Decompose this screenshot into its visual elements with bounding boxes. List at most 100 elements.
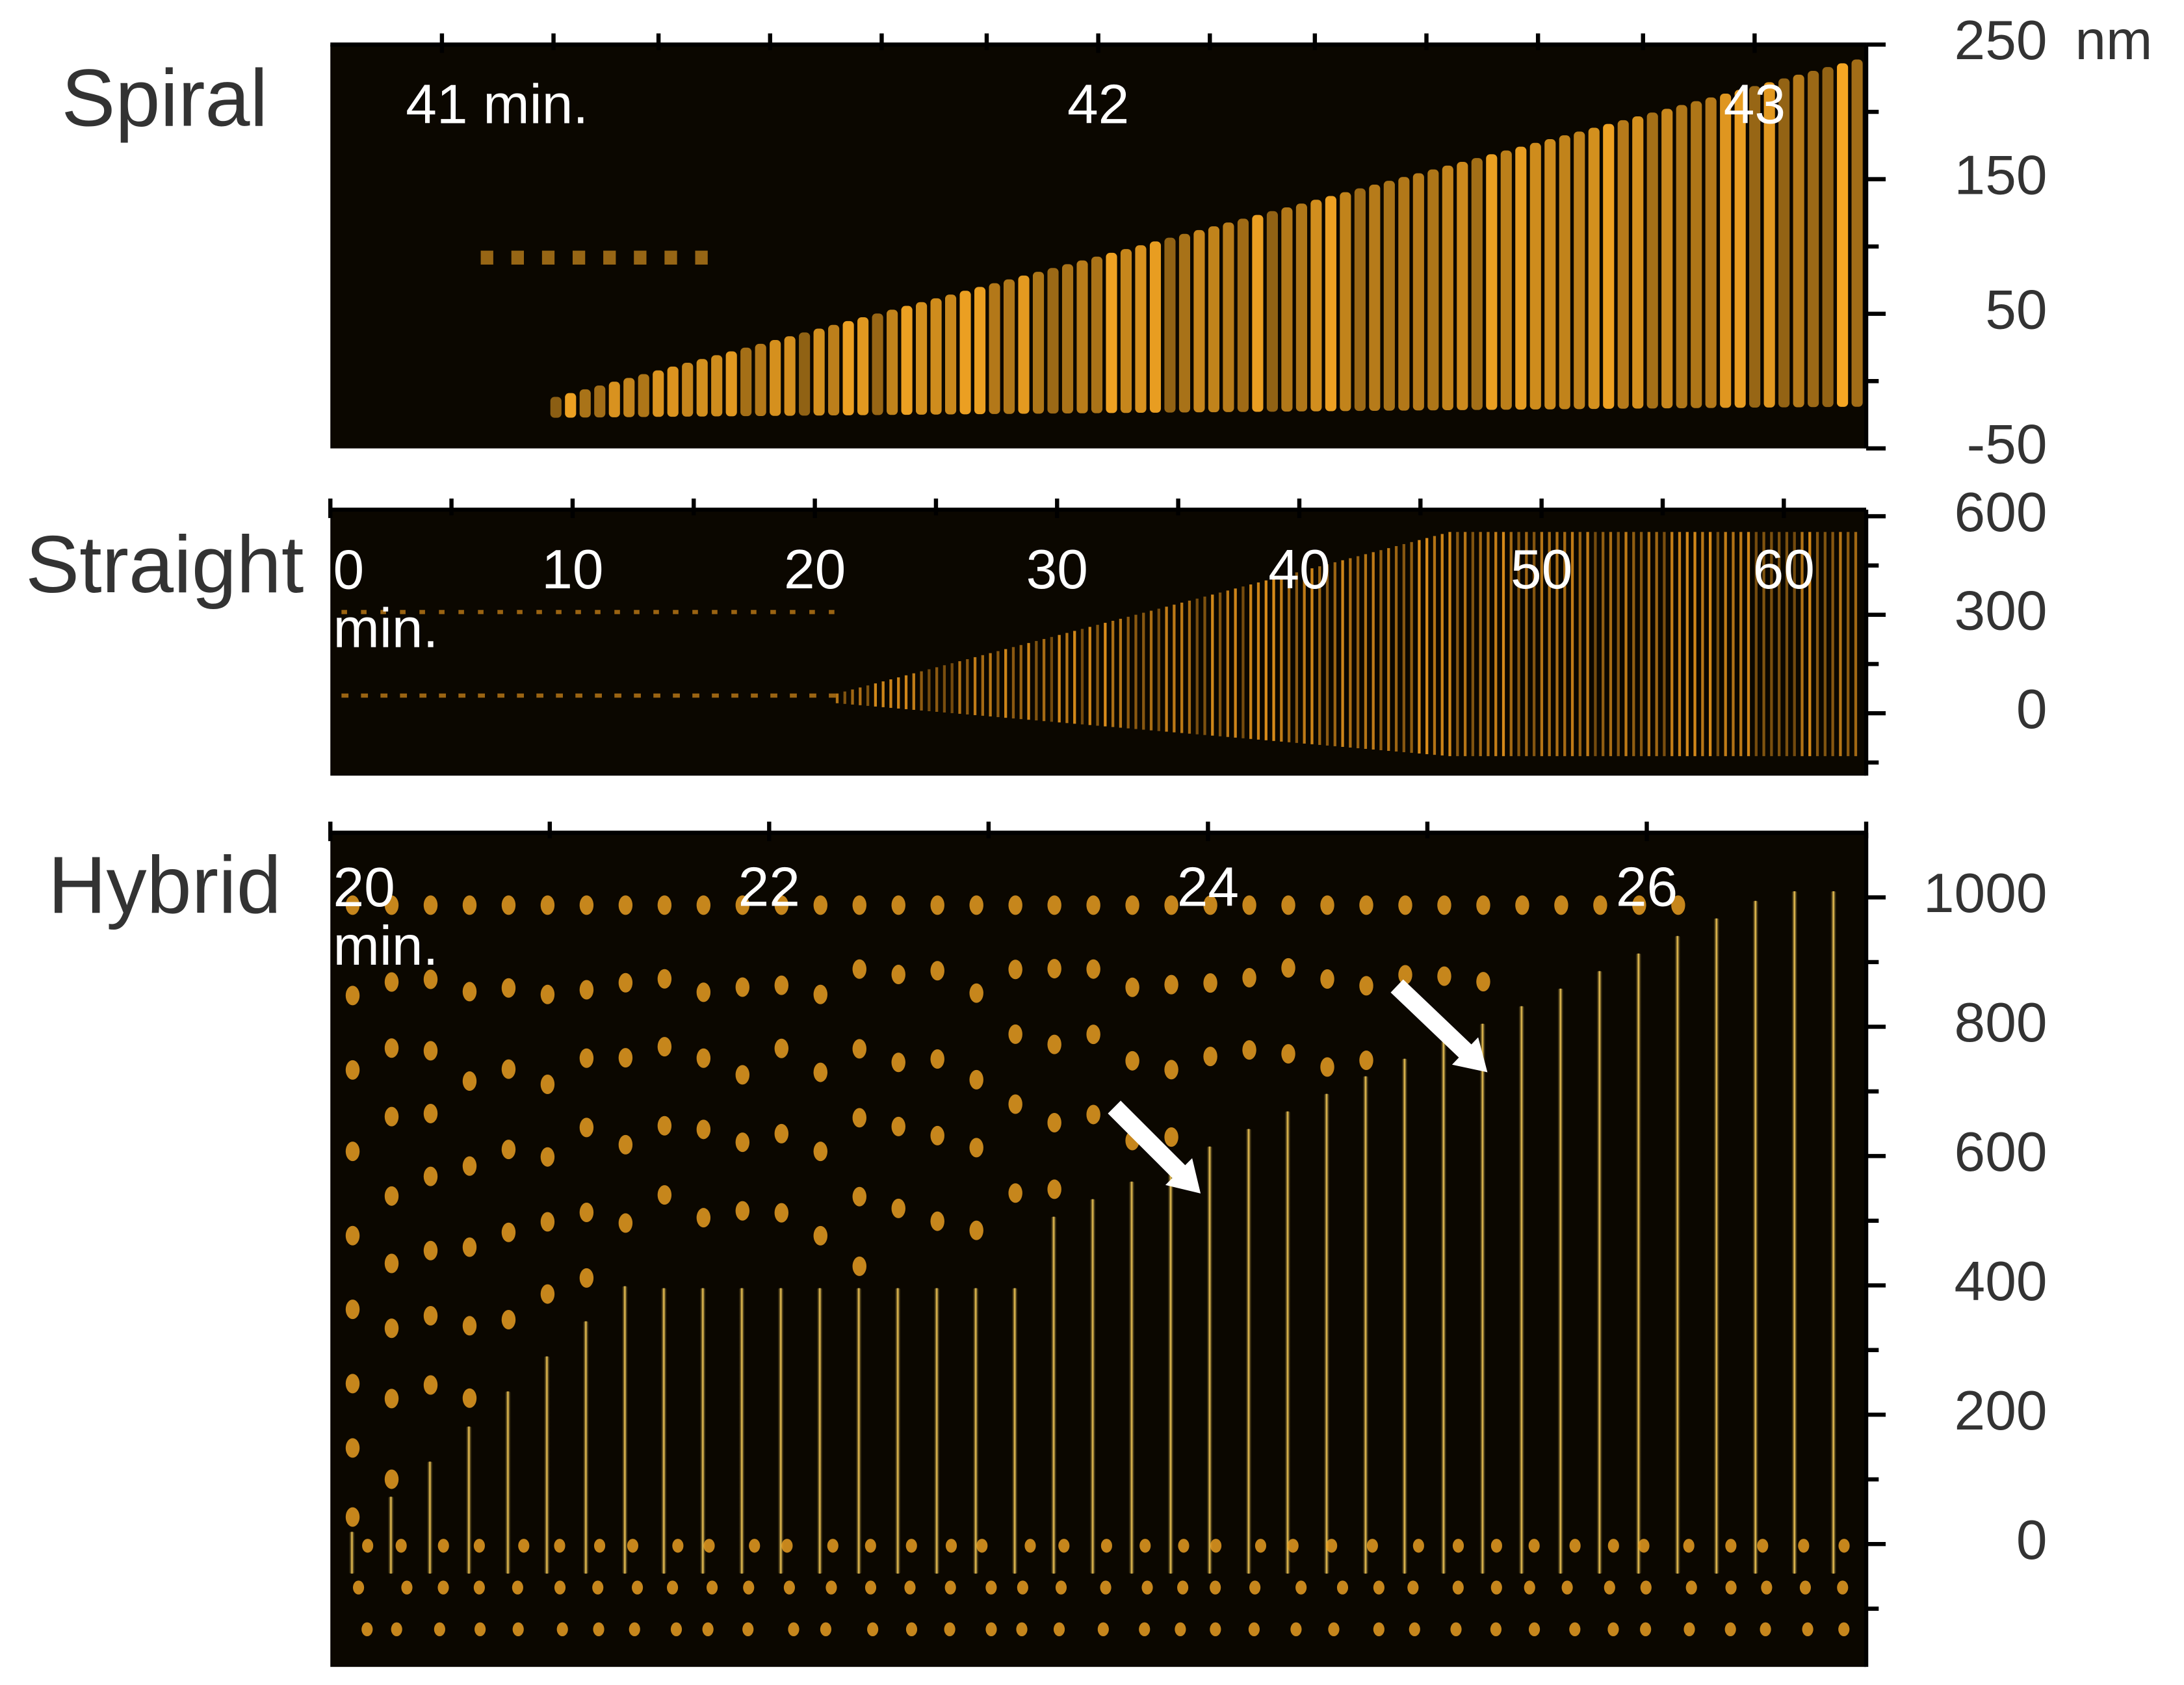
texture (1004, 649, 1008, 718)
texture (629, 1622, 640, 1637)
texture (673, 610, 679, 614)
texture (501, 1140, 516, 1160)
texture (930, 298, 942, 415)
texture (1457, 161, 1468, 410)
texture (1379, 550, 1383, 751)
texture (1734, 90, 1746, 408)
texture (781, 1539, 793, 1553)
texture (1018, 275, 1030, 414)
texture (1086, 1025, 1100, 1045)
texture (473, 1539, 485, 1553)
texture (1528, 1622, 1540, 1637)
texture (345, 1142, 360, 1162)
texture (743, 1580, 755, 1595)
texture (1372, 552, 1375, 750)
texture (790, 610, 796, 614)
texture (1281, 895, 1295, 915)
texture (634, 250, 647, 265)
texture (696, 1119, 711, 1140)
texture (1362, 1076, 1370, 1574)
texture (813, 1062, 827, 1082)
x-tick-label: 0 min. (333, 538, 439, 659)
texture (891, 1116, 905, 1136)
texture (1142, 612, 1145, 730)
texture (889, 679, 892, 708)
texture (1683, 1539, 1695, 1553)
texture (395, 1539, 407, 1553)
texture (437, 1580, 449, 1595)
texture (881, 681, 885, 707)
texture (1770, 532, 1773, 757)
texture (384, 1389, 399, 1409)
texture (813, 328, 825, 416)
texture (1326, 1539, 1338, 1553)
texture (437, 1539, 449, 1553)
y-tick-label: 1000 (1923, 862, 2048, 924)
texture (1167, 1164, 1175, 1574)
texture (935, 667, 939, 712)
texture (835, 693, 839, 703)
texture (1272, 578, 1275, 741)
texture (969, 895, 983, 915)
texture (1011, 1288, 1019, 1574)
texture (1080, 629, 1084, 725)
texture (725, 351, 737, 417)
texture (712, 610, 718, 614)
texture (536, 693, 543, 698)
texture (361, 693, 369, 698)
texture (904, 675, 908, 709)
texture (1815, 532, 1819, 757)
texture (384, 972, 399, 992)
texture (930, 1211, 944, 1231)
texture (1437, 895, 1451, 915)
texture (634, 693, 641, 698)
texture (1019, 645, 1022, 720)
texture (660, 1288, 668, 1574)
texture (682, 363, 694, 417)
texture (828, 324, 840, 416)
texture (1490, 1580, 1502, 1595)
texture (1359, 976, 1373, 996)
texture (1242, 1040, 1256, 1060)
texture (1808, 71, 1819, 408)
texture (1008, 960, 1022, 980)
texture (703, 1539, 715, 1553)
texture (361, 1622, 373, 1637)
texture (981, 655, 984, 716)
texture (1320, 969, 1334, 989)
texture (1440, 1041, 1448, 1574)
texture (1561, 1580, 1573, 1595)
texture (556, 610, 562, 614)
texture (996, 651, 1000, 718)
texture (1401, 1058, 1409, 1574)
texture (1800, 532, 1804, 757)
texture (1739, 532, 1743, 757)
texture (783, 1580, 795, 1595)
texture (1047, 959, 1061, 979)
texture (1563, 532, 1566, 757)
texture (465, 1426, 473, 1574)
texture (1502, 532, 1505, 757)
texture (345, 1438, 360, 1458)
texture (826, 1580, 837, 1595)
arrow (1390, 979, 1480, 1065)
y-tick-label: 0 (2016, 1509, 2048, 1571)
texture (1295, 1580, 1307, 1595)
texture (1281, 207, 1293, 412)
texture (618, 973, 633, 993)
texture (1218, 592, 1222, 737)
texture (699, 1288, 707, 1574)
texture (419, 610, 425, 614)
texture (434, 1622, 445, 1637)
texture (1684, 1622, 1695, 1637)
texture (501, 895, 516, 915)
texture (857, 317, 869, 415)
texture (985, 1580, 997, 1595)
texture (774, 975, 789, 995)
texture (593, 1539, 606, 1553)
texture (1139, 1539, 1151, 1553)
texture (1409, 1622, 1420, 1637)
texture (1632, 895, 1646, 915)
texture (1177, 1580, 1189, 1595)
texture (696, 1208, 711, 1228)
